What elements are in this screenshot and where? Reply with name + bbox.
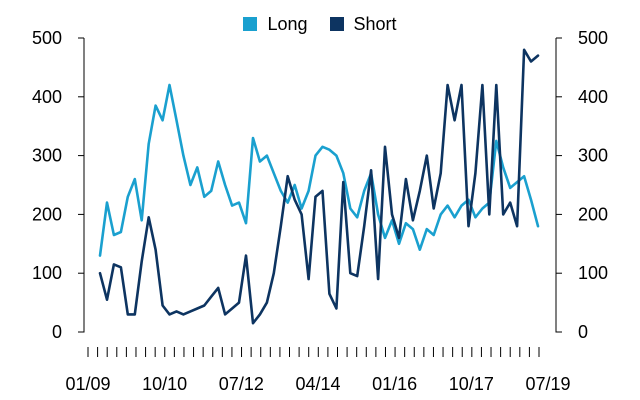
- x-tick-label: 10/17: [449, 374, 494, 394]
- x-tick-label: 01/09: [65, 374, 110, 394]
- y-tick-label-right: 400: [578, 87, 608, 107]
- legend-swatch-long: [243, 17, 258, 31]
- y-tick-label-left: 500: [32, 28, 62, 48]
- series-line-long: [98, 83, 540, 257]
- y-tick-label-left: 0: [52, 322, 62, 342]
- y-tick-label-left: 200: [32, 204, 62, 224]
- y-tick-label-right: 0: [578, 322, 588, 342]
- legend-label-long: Long: [267, 13, 308, 34]
- x-tick-label: 10/10: [142, 374, 187, 394]
- series-line-short: [98, 48, 540, 325]
- x-tick-label: 07/19: [525, 374, 570, 394]
- legend: Long Short: [0, 12, 640, 36]
- y-tick-label-right: 200: [578, 204, 608, 224]
- y-tick-label-left: 300: [32, 146, 62, 166]
- y-tick-label-right: 100: [578, 263, 608, 283]
- legend-item-short: Short: [329, 13, 397, 35]
- x-tick-label: 04/14: [295, 374, 340, 394]
- legend-item-long: Long: [243, 13, 308, 35]
- y-tick-label-left: 400: [32, 87, 62, 107]
- y-tick-label-right: 500: [578, 28, 608, 48]
- y-tick-label-right: 300: [578, 146, 608, 166]
- legend-swatch-short: [329, 17, 344, 31]
- x-tick-label: 07/12: [219, 374, 264, 394]
- legend-label-short: Short: [353, 13, 397, 34]
- y-tick-label-left: 100: [32, 263, 62, 283]
- x-tick-label: 01/16: [372, 374, 417, 394]
